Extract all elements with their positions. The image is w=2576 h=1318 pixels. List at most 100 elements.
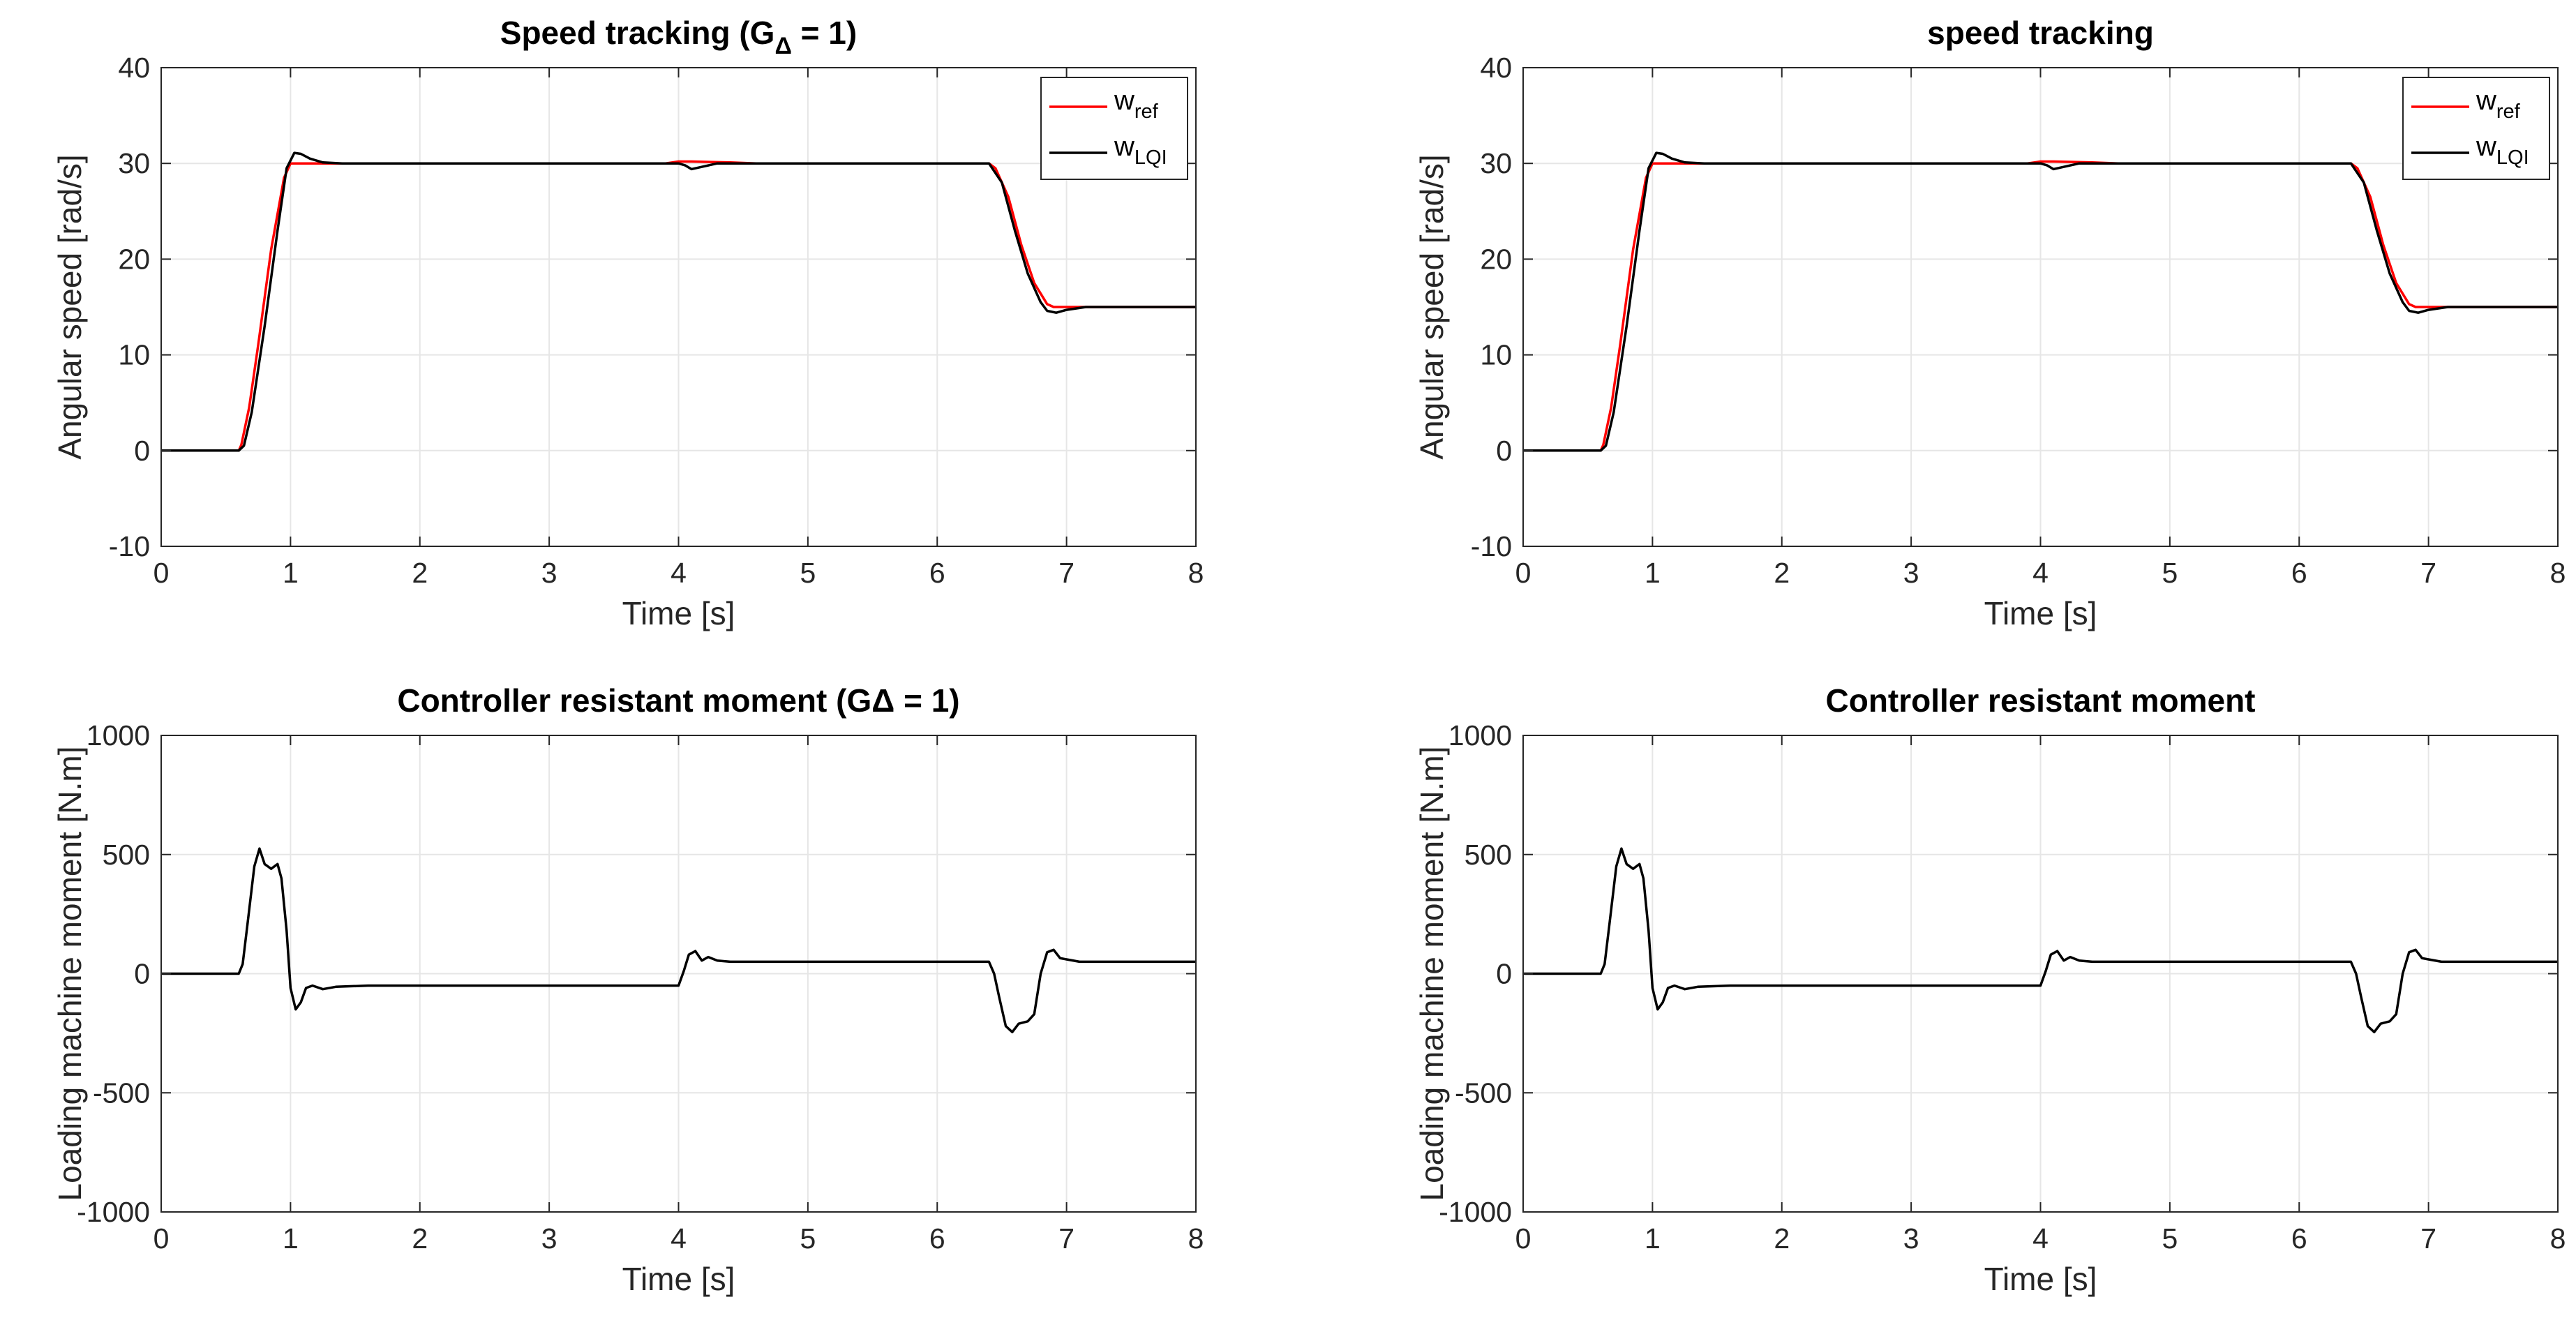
x-tick-label: 3: [1903, 557, 1919, 589]
legend-label-lqi: wLQI: [1114, 131, 1167, 169]
series-line-ref: [161, 160, 1196, 452]
chart-title: Controller resistant moment: [1826, 682, 2256, 719]
x-tick-label: 4: [2032, 557, 2049, 589]
legend-label-main: w: [2476, 131, 2496, 162]
series-line-moment: [1523, 847, 2558, 1033]
chart-title-main: Controller resistant moment: [1826, 682, 2256, 719]
chart-panel-moment-2: 0 1 2 3 4 5 6 7 8 -1000 -500 0 500 1000 Time [s] Loadin…: [1414, 682, 2566, 1297]
y-tick-label: 1000: [87, 719, 150, 751]
y-tick-label: 500: [103, 839, 150, 871]
x-tick-label: 5: [800, 557, 816, 589]
y-tick-label: -10: [109, 530, 150, 562]
chart-panel-moment-1: 0 1 2 3 4 5 6 7 8 -1000 -500 0 500 1000 Time [s] Loadin…: [52, 682, 1204, 1297]
x-tick-label: 6: [2291, 557, 2307, 589]
legend-label-ref: wref: [1114, 85, 1159, 123]
x-tick-label: 1: [1645, 1222, 1661, 1255]
y-tick-label: 0: [1496, 435, 1512, 467]
chart-title: speed tracking: [1927, 15, 2154, 51]
x-tick-label: 2: [412, 557, 428, 589]
x-tick-label: 1: [283, 557, 299, 589]
x-tick-label: 0: [153, 1222, 170, 1255]
y-tick-label: 40: [118, 52, 150, 84]
x-tick-label: 6: [929, 557, 945, 589]
y-tick-label: 1000: [1448, 719, 1512, 751]
y-axis-label: Angular speed [rad/s]: [52, 154, 88, 459]
y-tick-label: -10: [1471, 530, 1512, 562]
chart-title-main: speed tracking: [1927, 15, 2154, 51]
y-tick-label: 0: [134, 435, 150, 467]
y-axis-label: Loading machine moment [N.m]: [52, 747, 88, 1201]
legend-box: [2402, 77, 2550, 180]
legend-box: [1040, 77, 1188, 180]
x-tick-label: 2: [1774, 1222, 1790, 1255]
x-tick-label: 8: [1188, 557, 1204, 589]
legend-label-sub: LQI: [2496, 147, 2529, 169]
x-tick-label: 0: [153, 557, 170, 589]
legend-label-main: w: [1114, 85, 1135, 116]
x-tick-label: 7: [1058, 557, 1074, 589]
x-tick-label: 0: [1515, 557, 1532, 589]
y-tick-label: 10: [118, 339, 150, 371]
y-tick-label: 30: [118, 147, 150, 179]
y-tick-label: -500: [93, 1077, 150, 1109]
x-tick-label: 3: [541, 1222, 557, 1255]
legend-label-ref: wref: [2476, 85, 2521, 123]
legend-label-main: w: [1114, 131, 1135, 162]
chart-title-main: Controller resistant moment (GΔ = 1): [397, 682, 959, 719]
legend-label-sub: LQI: [1135, 147, 1167, 169]
y-tick-label: 10: [1480, 339, 1512, 371]
x-axis-label: Time [s]: [1984, 595, 2097, 631]
x-tick-label: 2: [412, 1222, 428, 1255]
x-tick-label: 8: [2550, 1222, 2566, 1255]
legend-label-sub: ref: [2496, 100, 2521, 123]
chart-title: Controller resistant moment (GΔ = 1): [397, 682, 959, 719]
x-tick-label: 1: [1645, 557, 1661, 589]
chart-title: Speed tracking (GΔ = 1): [500, 15, 857, 59]
x-tick-label: 6: [2291, 1222, 2307, 1255]
x-tick-label: 8: [2550, 557, 2566, 589]
y-tick-label: 0: [1496, 958, 1512, 990]
x-tick-label: 7: [1058, 1222, 1074, 1255]
series-line-lqi: [161, 151, 1196, 452]
x-tick-label: 5: [2162, 1222, 2178, 1255]
legend-label-lqi: wLQI: [2476, 131, 2529, 169]
x-tick-label: 2: [1774, 557, 1790, 589]
series-line-ref: [1523, 160, 2558, 452]
x-tick-label: 3: [541, 557, 557, 589]
y-tick-label: 30: [1480, 147, 1512, 179]
x-tick-label: 6: [929, 1222, 945, 1255]
y-axis-label: Angular speed [rad/s]: [1414, 154, 1450, 459]
legend-label-main: w: [2476, 85, 2496, 116]
x-tick-label: 4: [2032, 1222, 2049, 1255]
x-tick-label: 7: [2420, 1222, 2436, 1255]
y-tick-label: 40: [1480, 52, 1512, 84]
x-tick-label: 3: [1903, 1222, 1919, 1255]
chart-title-sub: Δ: [774, 33, 791, 59]
x-axis-label: Time [s]: [622, 1261, 735, 1297]
y-tick-label: -500: [1455, 1077, 1512, 1109]
x-tick-label: 0: [1515, 1222, 1532, 1255]
x-axis-label: Time [s]: [622, 595, 735, 631]
y-tick-label: -1000: [77, 1196, 150, 1228]
series-line-lqi: [1523, 151, 2558, 452]
series-line-moment: [161, 847, 1196, 1033]
y-tick-label: 20: [1480, 243, 1512, 275]
x-tick-label: 5: [2162, 557, 2178, 589]
y-tick-label: 20: [118, 243, 150, 275]
x-tick-label: 4: [671, 1222, 687, 1255]
chart-title-main: Speed tracking (G: [500, 15, 775, 51]
chart-title-suffix: = 1): [792, 15, 857, 51]
y-tick-label: 0: [134, 958, 150, 990]
x-axis-label: Time [s]: [1984, 1261, 2097, 1297]
y-tick-label: 500: [1465, 839, 1512, 871]
y-tick-label: -1000: [1439, 1196, 1512, 1228]
legend-label-sub: ref: [1135, 100, 1159, 123]
x-tick-label: 5: [800, 1222, 816, 1255]
x-tick-label: 8: [1188, 1222, 1204, 1255]
y-axis-label: Loading machine moment [N.m]: [1414, 747, 1450, 1201]
